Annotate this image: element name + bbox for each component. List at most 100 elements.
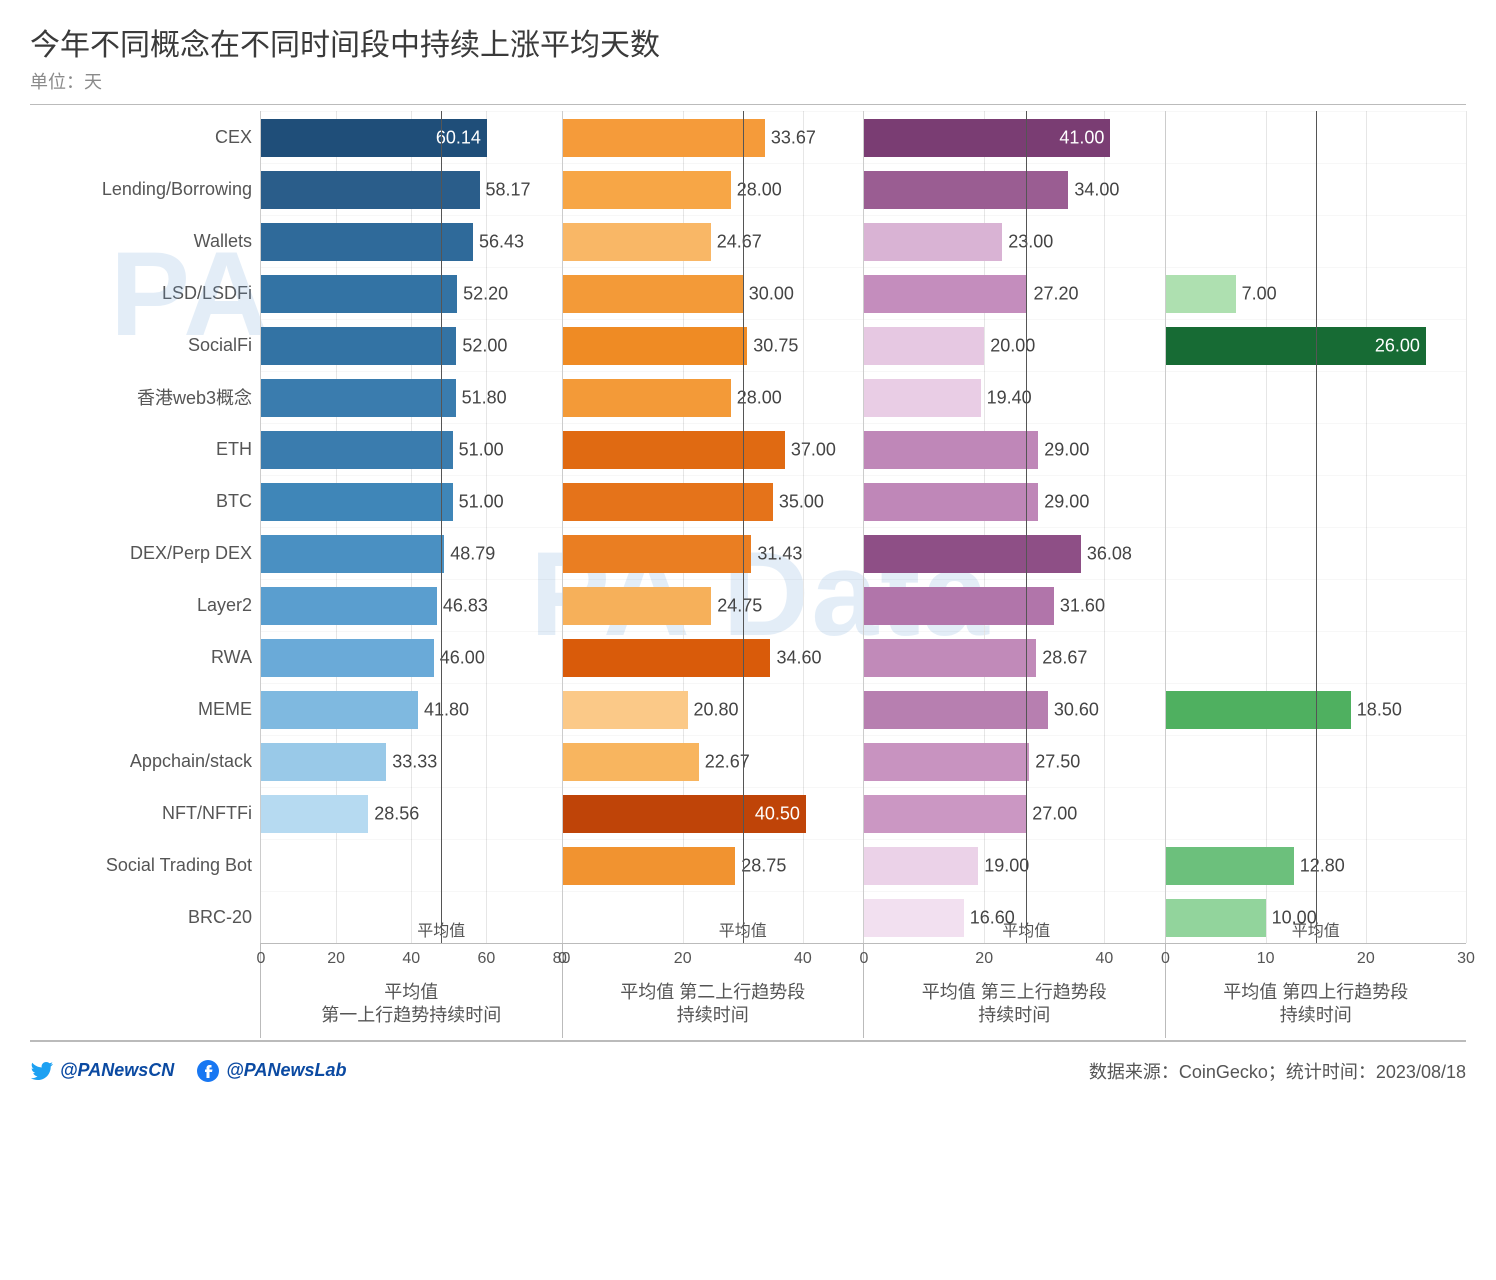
bar: 30.75 [563,327,748,365]
bar-value-label: 28.56 [374,803,419,824]
bar-row: 34.00 [864,163,1165,215]
x-tick: 40 [402,950,420,968]
category-label: NFT/NFTFi [30,787,260,839]
bar-value-label: 37.00 [791,439,836,460]
chart-title: 今年不同概念在不同时间段中持续上涨平均天数 [30,20,1466,64]
bar-value-label: 58.17 [486,179,531,200]
bar: 18.50 [1166,691,1351,729]
bar: 34.60 [563,639,771,677]
panel-body: 60.1458.1756.4352.2052.0051.8051.0051.00… [261,111,562,943]
footer: @PANewsCN @PANewsLab 数据来源：CoinGecko；统计时间… [30,1048,1466,1098]
chart-area: PAPA DataCEXLending/BorrowingWalletsLSD/… [30,104,1466,1042]
panel-title: 平均值 第三上行趋势段持续时间 [864,979,1165,1038]
x-tick: 20 [1357,950,1375,968]
bar-value-label: 35.00 [779,491,824,512]
axis-spacer [30,943,260,1038]
chart-bottom-divider [30,1040,1466,1042]
bar-value-label: 18.50 [1357,699,1402,720]
bar-row: 37.00 [563,423,864,475]
panel-title: 平均值 第四上行趋势段持续时间 [1166,979,1467,1038]
bar: 12.80 [1166,847,1294,885]
chart-subtitle: 单位：天 [30,68,1466,94]
bar-value-label: 41.00 [1059,127,1104,148]
bar: 51.00 [261,431,453,469]
bar-value-label: 27.00 [1032,803,1077,824]
bar-row: 34.60 [563,631,864,683]
bar-value-label: 26.00 [1375,335,1420,356]
bar: 35.00 [563,483,773,521]
bar-row: 31.43 [563,527,864,579]
bar-value-label: 28.75 [741,855,786,876]
chart-panels: 60.1458.1756.4352.2052.0051.8051.0051.00… [260,111,1466,943]
bar: 27.50 [864,743,1029,781]
x-tick: 0 [860,950,869,968]
bar-row: 41.00 [864,111,1165,163]
bar: 51.00 [261,483,453,521]
avg-line [441,111,442,943]
bar-value-label: 51.00 [459,439,504,460]
panel-body: 41.0034.0023.0027.2020.0019.4029.0029.00… [864,111,1165,943]
x-axis: 0102030 [1166,943,1467,979]
footer-source: 数据来源：CoinGecko；统计时间：2023/08/18 [1089,1058,1466,1084]
bar: 24.75 [563,587,712,625]
avg-label: 平均值 [1290,917,1342,941]
x-axis-panels: 020406080平均值第一上行趋势持续时间02040平均值 第二上行趋势段持续… [260,943,1466,1038]
panel-title: 平均值第一上行趋势持续时间 [261,979,562,1038]
bar-value-label: 24.75 [717,595,762,616]
bar-value-label: 60.14 [436,127,481,148]
bar: 22.67 [563,743,699,781]
gridline [1466,111,1467,943]
bar-row: 20.80 [563,683,864,735]
category-label: Social Trading Bot [30,839,260,891]
bar-row: 28.56 [261,787,562,839]
bar-row: 28.67 [864,631,1165,683]
bar-row: 29.00 [864,423,1165,475]
bar-value-label: 30.00 [749,283,794,304]
bar-row: 56.43 [261,215,562,267]
x-axis-panel: 02040平均值 第三上行趋势段持续时间 [863,943,1165,1038]
bar-value-label: 30.60 [1054,699,1099,720]
bar-row: 24.75 [563,579,864,631]
bar-row: 51.00 [261,475,562,527]
bar: 37.00 [563,431,785,469]
bar-row: 46.00 [261,631,562,683]
category-label: Appchain/stack [30,735,260,787]
bar-value-label: 52.00 [462,335,507,356]
bar-value-label: 56.43 [479,231,524,252]
bar-row: 52.00 [261,319,562,371]
bar-value-label: 30.75 [753,335,798,356]
bar-value-label: 29.00 [1044,491,1089,512]
bar: 30.00 [563,275,743,313]
bar-row: 41.80 [261,683,562,735]
bar-value-label: 19.40 [987,387,1032,408]
bar-value-label: 48.79 [450,543,495,564]
category-label: CEX [30,111,260,163]
bar-value-label: 34.00 [1074,179,1119,200]
twitter-handle-text: @PANewsCN [60,1060,174,1081]
bar: 28.75 [563,847,736,885]
bar: 28.00 [563,171,731,209]
bar: 36.08 [864,535,1081,573]
bar: 33.33 [261,743,386,781]
bar-row: 22.67 [563,735,864,787]
x-axis-panel: 02040平均值 第二上行趋势段持续时间 [562,943,864,1038]
avg-line [1026,111,1027,943]
bar-value-label: 7.00 [1242,283,1277,304]
bar-row: 23.00 [864,215,1165,267]
bar-value-label: 41.80 [424,699,469,720]
bar-row: 33.33 [261,735,562,787]
bar: 16.60 [864,899,964,937]
bar-value-label: 40.50 [755,803,800,824]
x-tick: 10 [1257,950,1275,968]
category-label: Wallets [30,215,260,267]
category-label: Layer2 [30,579,260,631]
y-axis-labels: CEXLending/BorrowingWalletsLSD/LSDFiSoci… [30,111,260,943]
bar: 31.43 [563,535,752,573]
x-axis: 020406080 [261,943,562,979]
panel-body: 33.6728.0024.6730.0030.7528.0037.0035.00… [563,111,864,943]
bar: 29.00 [864,431,1038,469]
bar-row: 29.00 [864,475,1165,527]
x-axis: 02040 [864,943,1165,979]
bar-value-label: 46.00 [440,647,485,668]
bar-value-label: 20.80 [694,699,739,720]
